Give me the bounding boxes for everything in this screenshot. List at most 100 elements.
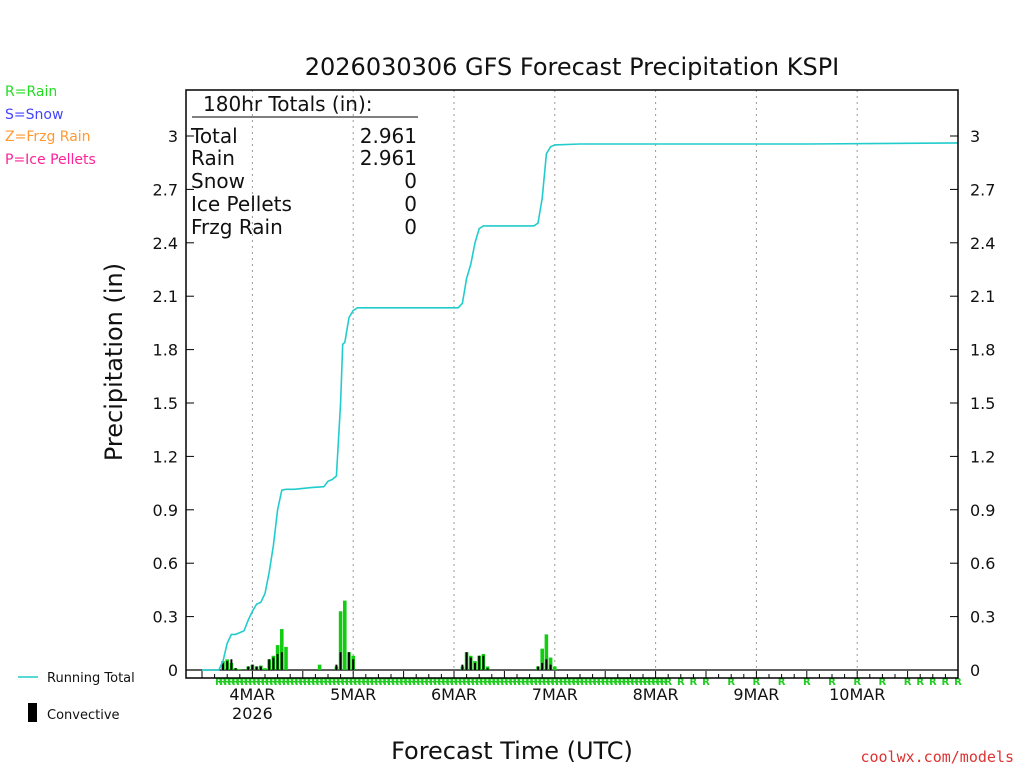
rain-type-marker: R — [530, 677, 538, 688]
totals-total-value: 2.961 — [360, 124, 417, 148]
rain-type-marker: R — [228, 677, 236, 688]
rain-type-marker: R — [954, 677, 962, 688]
rain-type-marker: R — [442, 677, 450, 688]
plot-frame — [185, 89, 959, 679]
rain-type-marker: R — [446, 677, 454, 688]
rain-bar — [263, 668, 267, 670]
convective-bar — [461, 664, 464, 670]
rain-type-marker: R — [916, 677, 924, 688]
convective-legend-label: Convective — [47, 708, 120, 723]
rain-type-marker: R — [219, 677, 227, 688]
totals-ice-pellets-label: Ice Pellets — [191, 192, 292, 216]
rain-type-marker: R — [459, 677, 467, 688]
x-tick-label: 8MAR — [633, 685, 679, 704]
convective-bar — [335, 664, 338, 670]
rain-type-marker: R — [610, 677, 618, 688]
rain-type-marker: R — [387, 677, 395, 688]
totals-ice-pellets-value: 0 — [404, 192, 417, 216]
convective-bar — [482, 655, 485, 670]
rain-type-marker: R — [580, 677, 588, 688]
rain-type-marker: R — [614, 677, 622, 688]
rain-type-marker: R — [601, 677, 609, 688]
totals-header: 180hr Totals (in): — [203, 92, 373, 116]
rain-type-marker: R — [828, 677, 836, 688]
rain-type-marker: R — [412, 677, 420, 688]
rain-type-marker: R — [778, 677, 786, 688]
rain-type-marker: R — [425, 677, 433, 688]
totals-rain-label: Rain — [191, 146, 235, 170]
type-legend-ice-pellets: P=Ice Pellets — [5, 152, 96, 168]
type-legend-snow: S=Snow — [5, 107, 63, 123]
rain-type-marker: R — [454, 677, 462, 688]
rain-type-marker: R — [366, 677, 374, 688]
x-tick-sublabel: 2026 — [232, 704, 273, 723]
totals-frzg-rain-label: Frzg Rain — [191, 215, 283, 239]
y-tick-label-right: 2.4 — [970, 234, 995, 253]
rain-type-marker: R — [664, 677, 672, 688]
rain-type-marker: R — [543, 677, 551, 688]
convective-bar — [474, 662, 476, 670]
y-tick-label-left: 2.7 — [153, 180, 178, 199]
convective-bar — [234, 668, 237, 670]
rain-type-marker: R — [622, 677, 630, 688]
rain-type-marker: R — [526, 677, 534, 688]
rain-type-marker: R — [597, 677, 605, 688]
rain-type-marker: R — [286, 677, 294, 688]
rain-type-marker: R — [559, 677, 567, 688]
convective-bar — [486, 668, 489, 670]
rain-type-marker: R — [631, 677, 639, 688]
rain-type-marker: R — [690, 677, 698, 688]
rain-type-marker: R — [484, 677, 492, 688]
convective-bar — [251, 664, 254, 670]
convective-bar — [465, 652, 468, 670]
rain-type-marker: R — [652, 677, 660, 688]
rain-type-marker: R — [555, 677, 563, 688]
convective-bar — [247, 666, 250, 670]
y-tick-label-right: 0.6 — [970, 554, 995, 573]
rain-type-marker: R — [509, 677, 517, 688]
x-tick-label: 7MAR — [532, 685, 578, 704]
rain-type-marker: R — [702, 677, 710, 688]
rain-bar — [317, 664, 322, 670]
rain-type-marker: R — [337, 677, 345, 688]
rain-bar — [343, 600, 347, 670]
y-tick-label-left: 0.6 — [153, 554, 178, 573]
rain-type-marker: R — [396, 677, 404, 688]
rain-type-marker: R — [320, 677, 328, 688]
convective-bar — [469, 657, 472, 670]
convective-bar — [549, 664, 552, 670]
rain-type-marker: R — [496, 677, 504, 688]
rain-type-marker: R — [568, 677, 576, 688]
y-tick-label-right: 0 — [970, 661, 980, 680]
rain-type-marker: R — [240, 677, 248, 688]
rain-type-marker: R — [278, 677, 286, 688]
rain-bar — [238, 669, 242, 670]
rain-type-marker: R — [383, 677, 391, 688]
convective-bar — [545, 659, 548, 670]
rain-type-marker: R — [358, 677, 366, 688]
rain-type-marker: R — [606, 677, 614, 688]
convective-bar — [259, 666, 262, 670]
y-tick-label-left: 3 — [168, 127, 178, 146]
totals-box: 180hr Totals (in): Total 2.961 Rain 2.96… — [190, 92, 418, 239]
totals-frzg-rain-value: 0 — [404, 215, 417, 239]
rain-bar — [280, 629, 284, 670]
convective-bar — [537, 666, 539, 670]
rain-type-marker: R — [538, 677, 546, 688]
rain-type-marker: R — [370, 677, 378, 688]
y-tick-label-left: 2.1 — [153, 287, 178, 306]
type-legend-rain: R=Rain — [5, 84, 57, 100]
running-total-line — [202, 142, 959, 671]
convective-bar — [230, 659, 233, 670]
rain-type-marker: R — [635, 677, 643, 688]
rain-type-marker: R — [391, 677, 399, 688]
grid-lines — [186, 90, 958, 678]
rain-type-marker: R — [324, 677, 332, 688]
rain-type-marker: R — [488, 677, 496, 688]
rain-type-marker: R — [249, 677, 257, 688]
rain-type-marker: R — [303, 677, 311, 688]
y-tick-label-right: 1.2 — [970, 447, 995, 466]
x-tick-label: 5MAR — [330, 685, 376, 704]
